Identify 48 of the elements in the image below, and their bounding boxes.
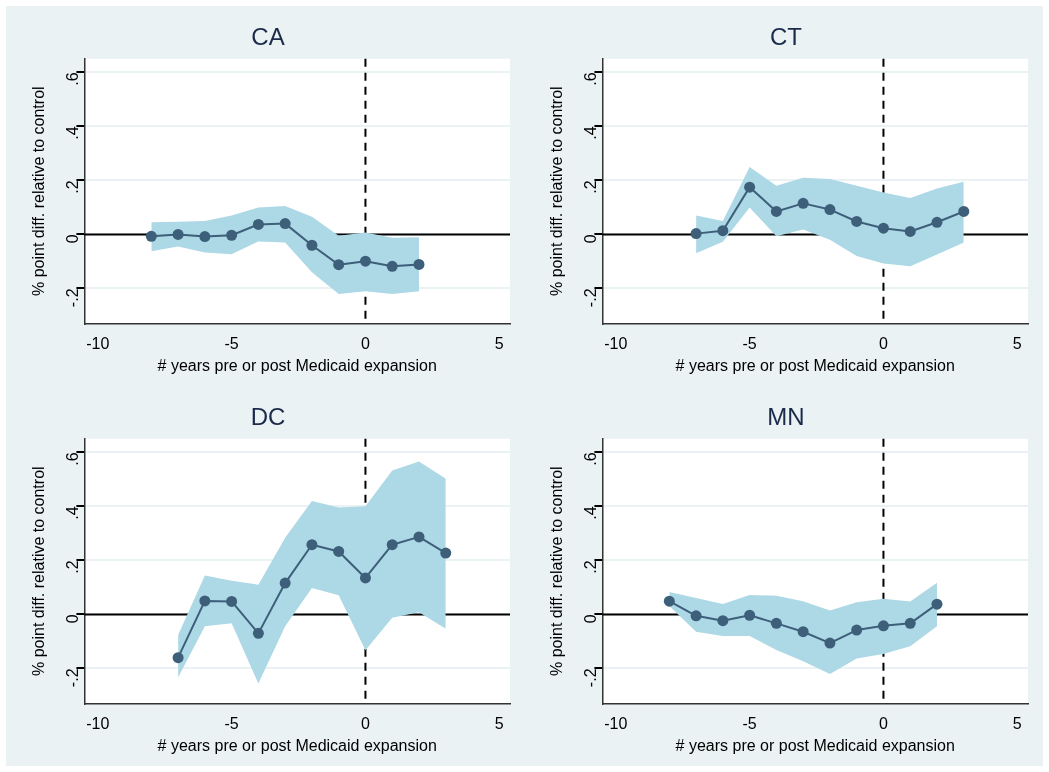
x-tick-label: 0 <box>879 714 888 732</box>
y-tick-label: .2 <box>63 560 81 574</box>
chart-title: MN <box>767 403 805 431</box>
x-tick-label: 5 <box>1012 714 1022 732</box>
y-tick-label: .6 <box>581 72 599 86</box>
y-tick-label: -.2 <box>581 668 599 688</box>
y-axis-title: % point diff. relative to control <box>30 86 48 296</box>
x-tick-label: 5 <box>494 334 504 352</box>
x-tick-label: 0 <box>361 714 370 732</box>
x-tick-label: -5 <box>224 334 239 352</box>
y-tick-label: -.2 <box>63 288 81 308</box>
y-tick-label: .6 <box>63 452 81 466</box>
x-tick-label: -5 <box>224 714 239 732</box>
y-axis-title: % point diff. relative to control <box>548 86 566 296</box>
chart-title: CA <box>251 23 285 51</box>
y-tick-label: .2 <box>581 560 599 574</box>
x-tick-label: 5 <box>494 714 504 732</box>
y-tick-label: -.2 <box>581 288 599 308</box>
y-tick-label: .4 <box>63 126 81 140</box>
y-tick-label: 0 <box>63 614 81 624</box>
x-tick-label: -5 <box>742 714 757 732</box>
chart-title: DC <box>250 403 286 431</box>
y-tick-label: .6 <box>63 72 81 86</box>
y-tick-label: .4 <box>63 506 81 520</box>
y-tick-label: 0 <box>581 614 599 624</box>
y-tick-label: .6 <box>581 452 599 466</box>
x-tick-label: -10 <box>86 334 110 352</box>
x-tick-label: -5 <box>742 334 757 352</box>
y-tick-label: .2 <box>63 180 81 194</box>
chart-title: CT <box>770 23 803 51</box>
y-axis-title: % point diff. relative to control <box>30 466 48 676</box>
y-tick-label: .4 <box>581 126 599 140</box>
y-tick-label: .4 <box>581 506 599 520</box>
x-tick-label: -10 <box>604 334 628 352</box>
x-axis-title: # years pre or post Medicaid expansion <box>675 356 955 374</box>
x-axis-title: # years pre or post Medicaid expansion <box>675 736 955 754</box>
x-tick-label: -10 <box>604 714 628 732</box>
y-tick-label: 0 <box>581 234 599 244</box>
x-axis-title: # years pre or post Medicaid expansion <box>157 736 437 754</box>
y-tick-label: .2 <box>581 180 599 194</box>
y-axis-title: % point diff. relative to control <box>548 466 566 676</box>
x-tick-label: -10 <box>86 714 110 732</box>
y-tick-label: 0 <box>63 234 81 244</box>
y-tick-label: -.2 <box>63 668 81 688</box>
x-tick-label: 5 <box>1012 334 1022 352</box>
x-axis-title: # years pre or post Medicaid expansion <box>157 356 437 374</box>
x-tick-label: 0 <box>879 334 888 352</box>
x-tick-label: 0 <box>361 334 370 352</box>
